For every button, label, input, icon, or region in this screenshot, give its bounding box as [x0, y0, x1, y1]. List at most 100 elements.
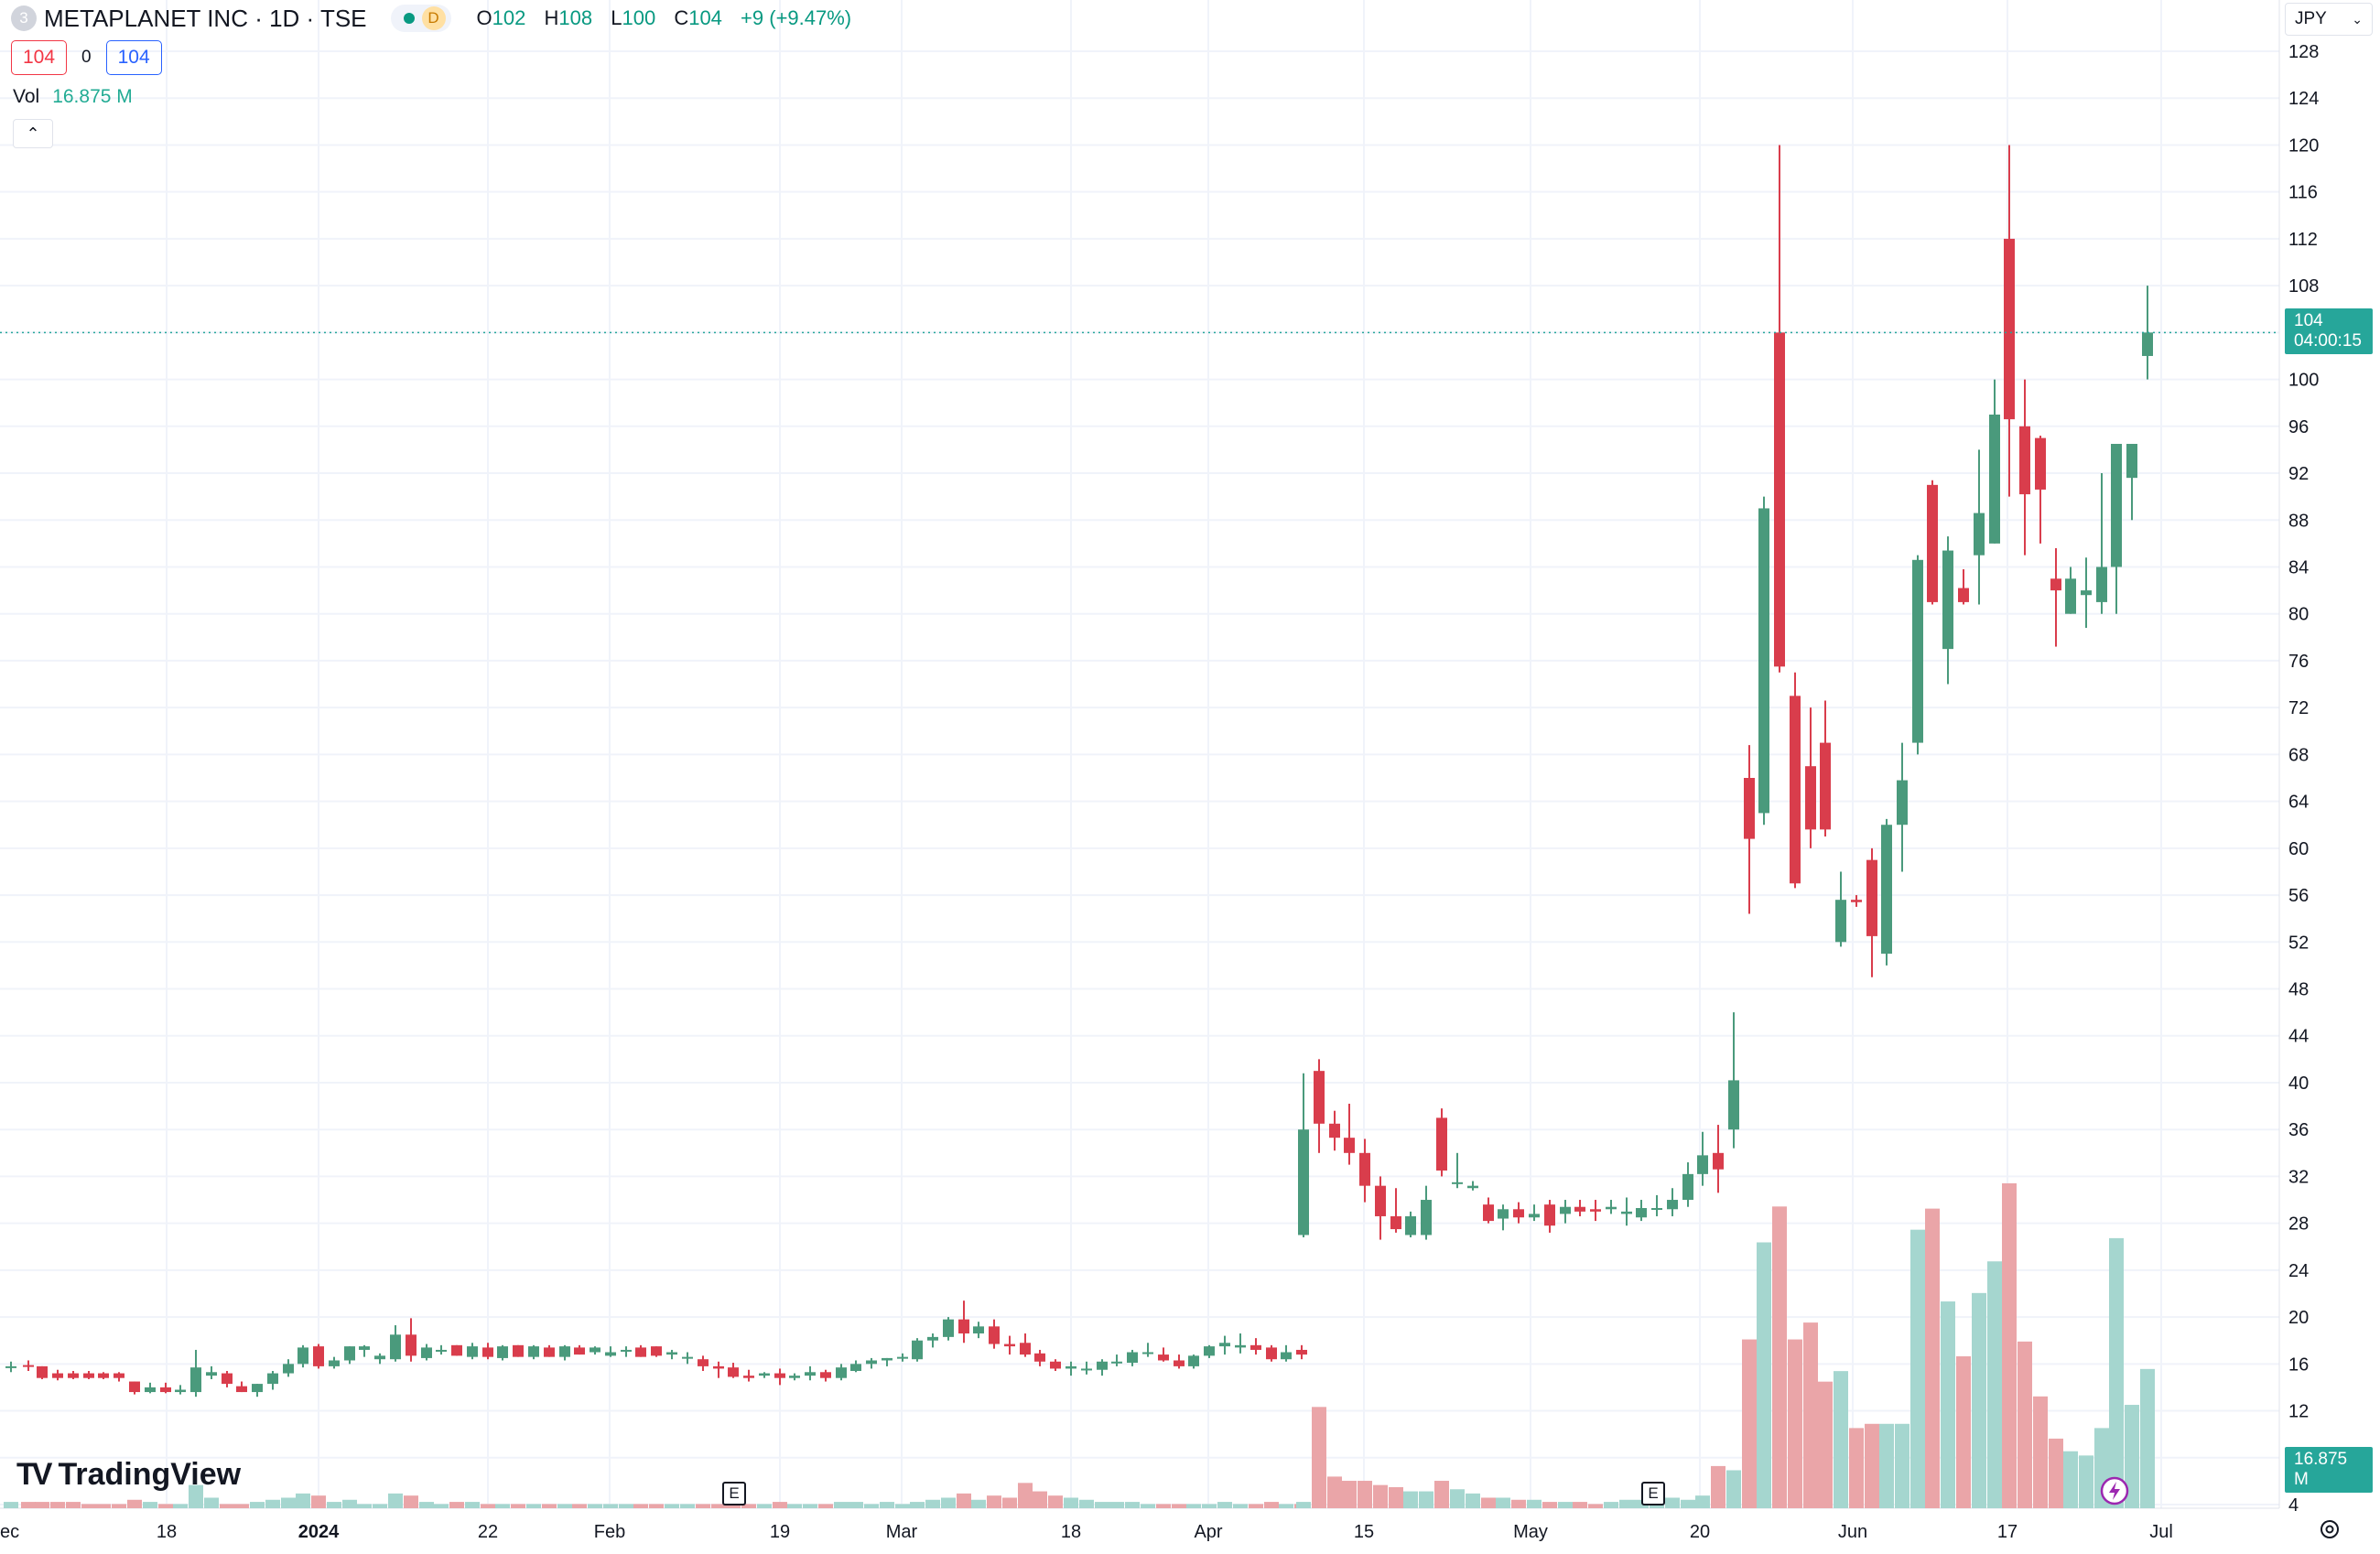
volume-bar [1202, 1504, 1217, 1508]
volume-bar [2109, 1237, 2124, 1508]
candle-body [1174, 1360, 1185, 1366]
candle-body [1713, 1152, 1724, 1170]
lightning-icon[interactable] [2099, 1475, 2130, 1506]
volume-bar [1002, 1497, 1017, 1508]
candle-body [1835, 900, 1846, 943]
price-axis-label: 24 [2288, 1261, 2309, 1281]
volume-bar [465, 1502, 480, 1508]
candle-body [1436, 1117, 1447, 1171]
collapse-legend-button[interactable]: ⌃ [13, 119, 53, 148]
volume-bar [1941, 1301, 1955, 1508]
volume-bar [2140, 1368, 2155, 1508]
price-axis-label: 120 [2288, 135, 2319, 156]
earnings-marker[interactable]: E [1641, 1482, 1665, 1505]
candle-body [114, 1373, 124, 1378]
candle-body [897, 1356, 908, 1359]
candle-body [2126, 444, 2137, 479]
candle-body [544, 1347, 555, 1357]
candle-body [1111, 1361, 1122, 1364]
gear-icon[interactable] [2316, 1516, 2343, 1543]
tradingview-wordmark: TradingView [58, 1457, 242, 1492]
currency-select[interactable]: JPY ⌄ [2285, 3, 2373, 36]
volume-bar [388, 1493, 403, 1508]
volume-bar [1125, 1502, 1140, 1508]
volume-bar [1757, 1242, 1771, 1508]
candle-body [1158, 1354, 1169, 1361]
price-axis-label: 108 [2288, 276, 2319, 297]
candle-body [2004, 238, 2015, 420]
market-status-pill[interactable]: D [390, 5, 451, 32]
volume-bar [234, 1504, 249, 1508]
candle-body [1881, 825, 1892, 955]
time-axis-label: Feb [594, 1522, 625, 1542]
volume-bar [987, 1495, 1001, 1508]
candle-body [1004, 1344, 1015, 1347]
open-label: O [476, 6, 492, 29]
volume-bar [357, 1504, 372, 1508]
volume-bar [81, 1504, 96, 1508]
candle-body [635, 1347, 646, 1357]
symbol-title[interactable]: METAPLANET INC · 1D · TSE [44, 4, 367, 32]
candle-body [1050, 1361, 1061, 1369]
volume-bar [1434, 1481, 1449, 1508]
candle-body [359, 1346, 370, 1350]
volume-bar [1109, 1502, 1124, 1508]
candle-body [943, 1319, 954, 1337]
volume-bar [419, 1502, 434, 1508]
volume-bar [434, 1504, 449, 1508]
candle-body [559, 1346, 570, 1357]
volume-bar [21, 1502, 36, 1508]
volume-bar [1466, 1493, 1480, 1508]
volume-bar [1064, 1497, 1078, 1508]
volume-bar [1312, 1407, 1326, 1508]
time-axis-label: 15 [1354, 1522, 1374, 1542]
price-axis-label: 40 [2288, 1074, 2309, 1094]
sell-price-button[interactable]: 104 [11, 40, 68, 75]
tradingview-logo[interactable]: TV TradingView [16, 1457, 241, 1493]
volume-bar [1233, 1504, 1248, 1508]
candle-body [728, 1367, 739, 1377]
candle-body [190, 1367, 201, 1393]
volume-bar [296, 1493, 310, 1508]
candle-body [1066, 1365, 1076, 1369]
volume-bar [127, 1499, 142, 1508]
candle-body [820, 1372, 831, 1378]
candle-body [1127, 1352, 1138, 1364]
candle-body [1344, 1138, 1355, 1153]
candle-body [1636, 1207, 1647, 1218]
volume-bar [880, 1502, 894, 1508]
candle-body [298, 1347, 308, 1365]
candle-body [1728, 1080, 1739, 1130]
candle-body [1912, 559, 1923, 743]
volume-bar [971, 1499, 986, 1508]
volume-bar [373, 1504, 387, 1508]
candle-body [2035, 437, 2046, 490]
candle-body [329, 1360, 340, 1366]
low-label: L [611, 6, 622, 29]
volume-legend[interactable]: Vol 16.875 M [13, 86, 133, 108]
price-axis-label: 44 [2288, 1027, 2309, 1047]
volume-bar [588, 1504, 602, 1508]
candle-body [23, 1365, 34, 1367]
candle-body [1927, 484, 1938, 602]
price-axis-label: 76 [2288, 652, 2309, 672]
price-axis-label: 116 [2288, 183, 2318, 203]
volume-bar [849, 1502, 863, 1508]
volume-bar [1249, 1504, 1263, 1508]
volume-bar [557, 1504, 572, 1508]
volume-bar [1033, 1491, 1047, 1508]
candle-body [621, 1349, 632, 1352]
volume-bar [2018, 1341, 2032, 1508]
time-axis-label: 19 [770, 1522, 790, 1542]
buy-price-button[interactable]: 104 [105, 40, 162, 75]
candle-body [497, 1346, 508, 1358]
candle-body [2142, 332, 2153, 356]
volume-bar [1186, 1504, 1201, 1508]
candle-body [374, 1355, 385, 1360]
volume-bar [1681, 1499, 1695, 1508]
volume-bar [2033, 1396, 2048, 1508]
earnings-marker[interactable]: E [722, 1482, 746, 1505]
price-axis-label: 4 [2288, 1495, 2299, 1516]
current-price-tag: 104 04:00:15 [2285, 308, 2373, 355]
